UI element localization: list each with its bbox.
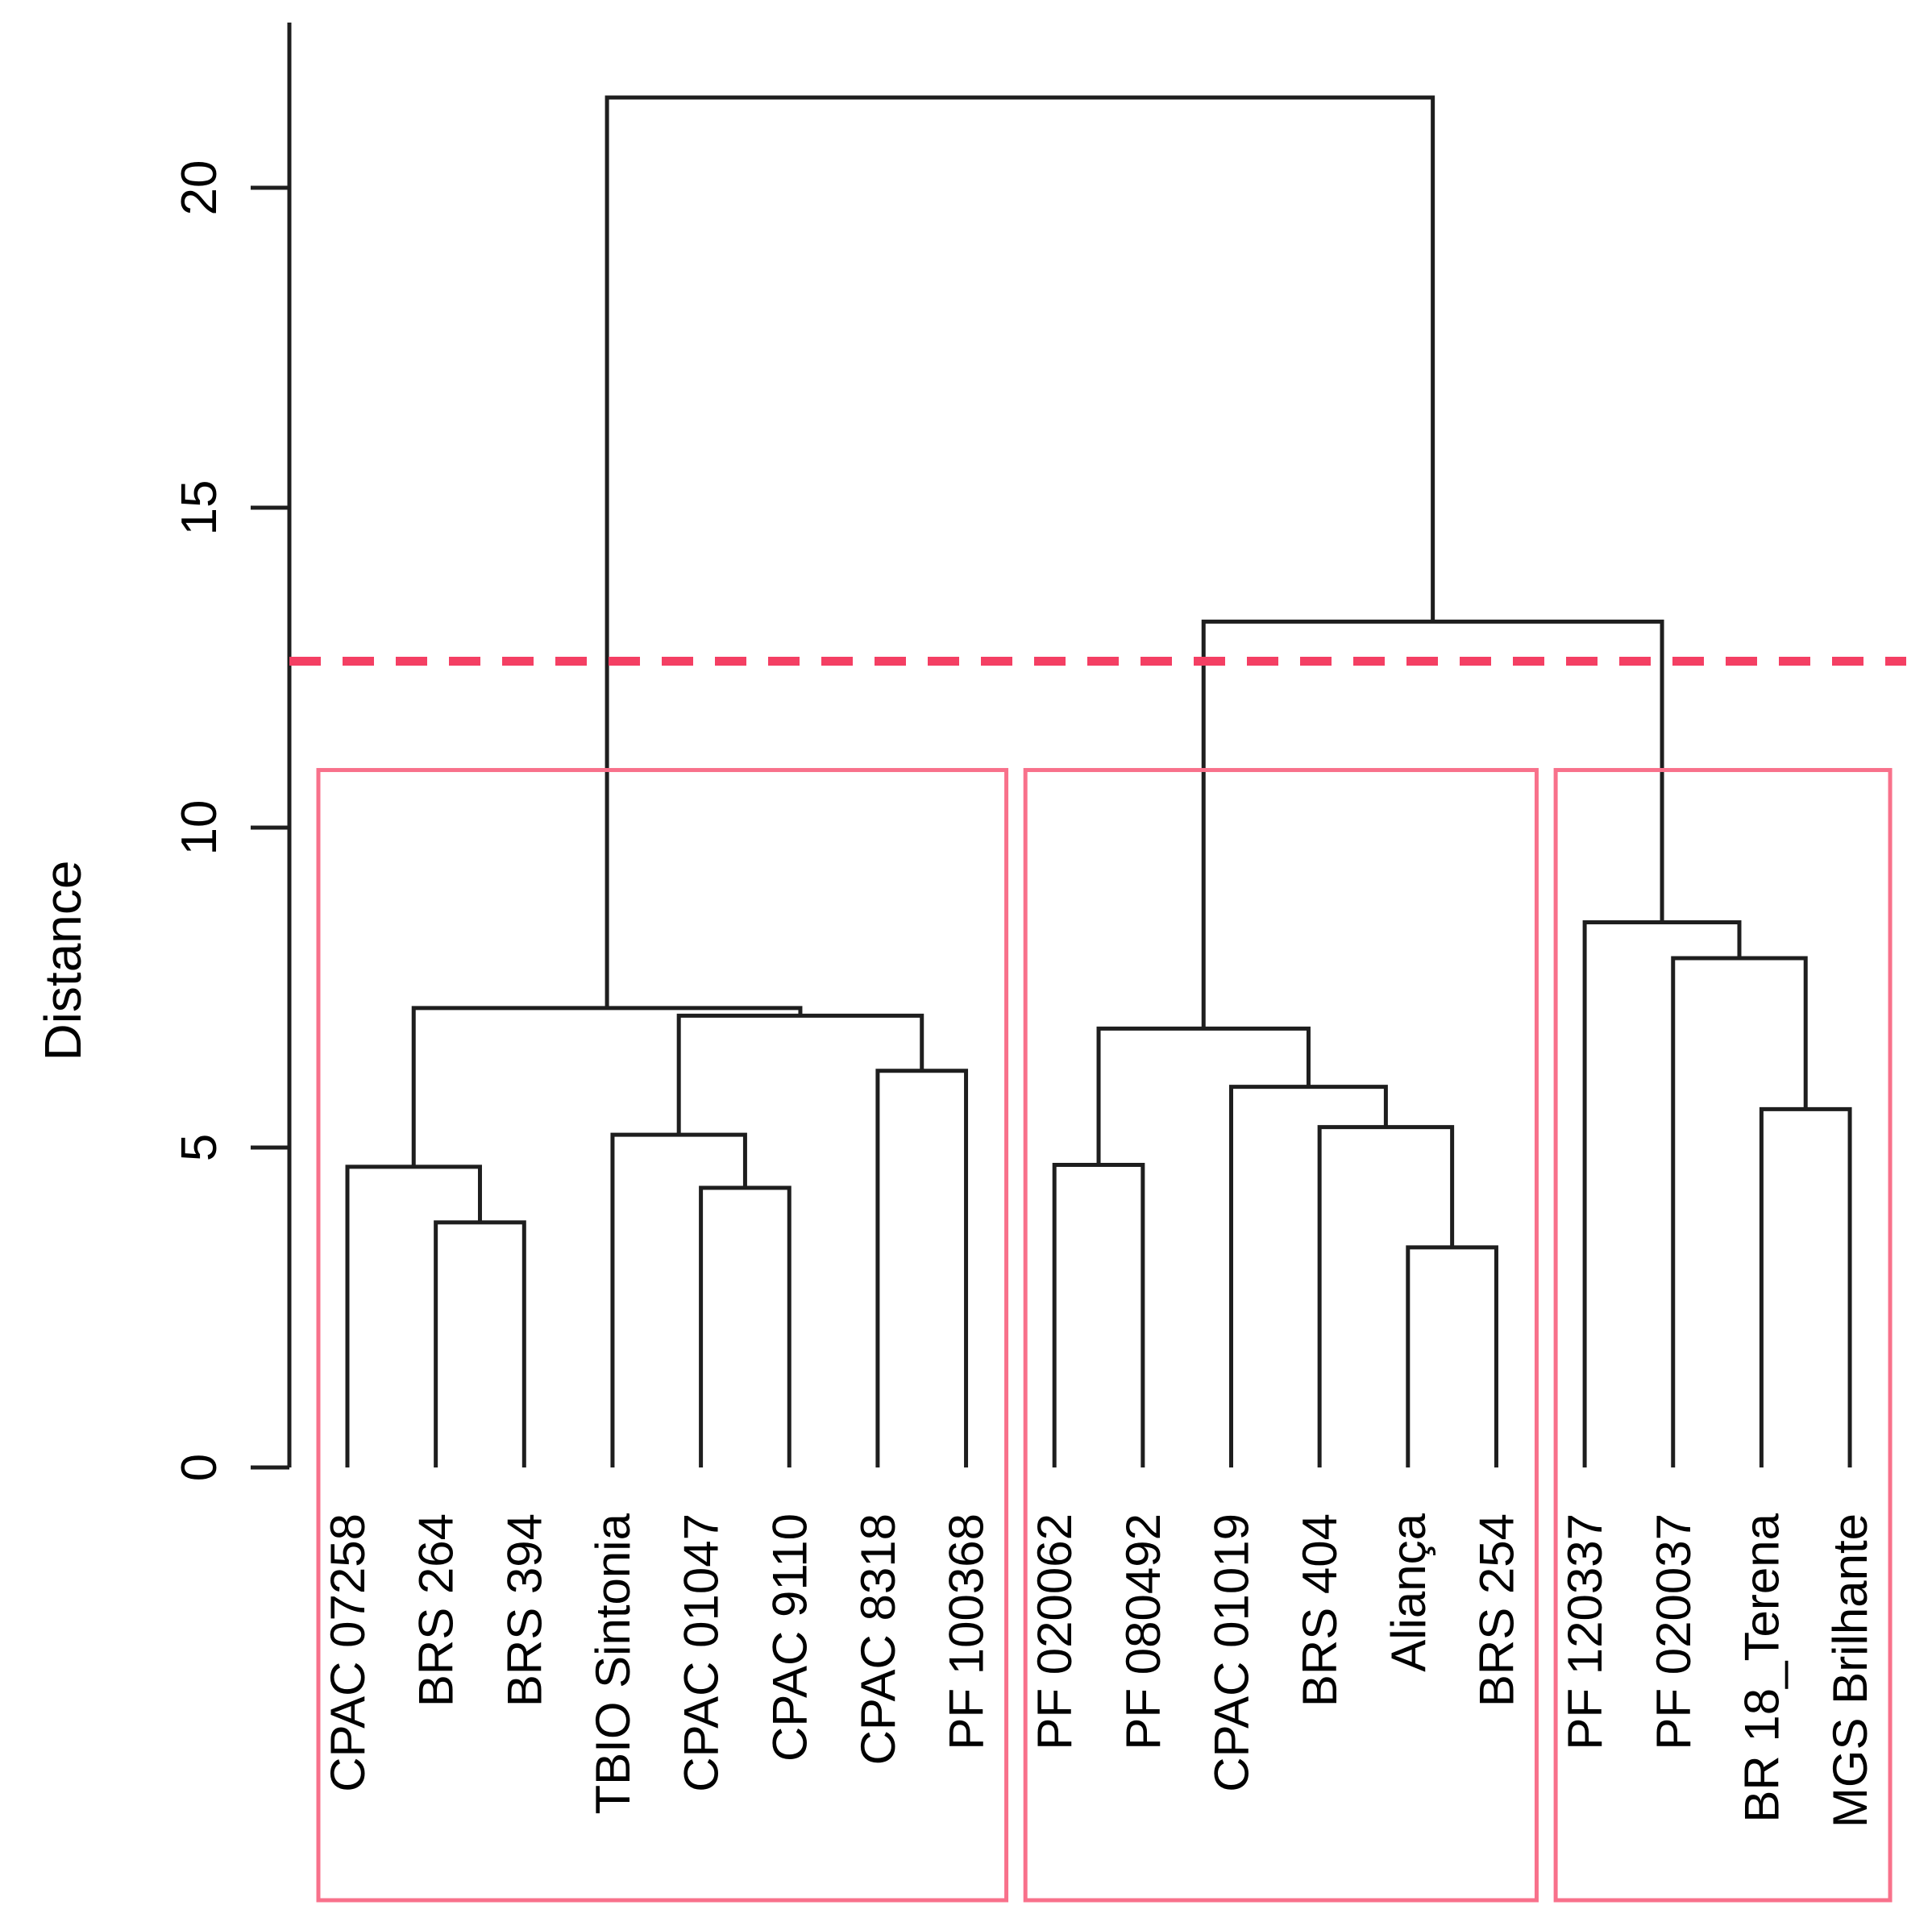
merge-link-e — [875, 1069, 969, 1467]
leaf-label: CPAC 01047 — [675, 1513, 729, 1792]
y-axis: 0 5 10 15 20 Distance — [34, 23, 292, 1481]
merge-link-r3 — [1582, 920, 1742, 1467]
leaf-label: BR 18_Terena — [1735, 1513, 1789, 1822]
leaf-label: CPAC 9110 — [762, 1513, 816, 1762]
cluster-3-box — [1553, 768, 1893, 1903]
cluster-2-box — [1023, 768, 1539, 1903]
y-tick-label: 20 — [172, 160, 227, 216]
merge-link-r2 — [1671, 956, 1808, 1467]
merge-link-root — [605, 95, 1435, 1008]
y-axis-title: Distance — [34, 861, 92, 1061]
leaf-label: BRS 394 — [497, 1513, 551, 1707]
dendrogram-links — [345, 95, 1852, 1467]
merge-link-f — [676, 1013, 924, 1135]
merge-link-m3 — [1317, 1125, 1455, 1467]
y-tick-label: 15 — [172, 480, 227, 536]
merge-link-g — [411, 1006, 803, 1167]
y-tick-label: 0 — [172, 1454, 227, 1481]
merge-link-c — [610, 1132, 747, 1467]
leaf-label: PF 080492 — [1116, 1513, 1170, 1750]
merge-link-m1 — [1052, 1162, 1145, 1467]
leaf-labels: CPAC 07258 BRS 264 BRS 394 TBIO Sintonia CPA… — [321, 1513, 1877, 1828]
leaf-label: CPAC 01019 — [1205, 1513, 1259, 1792]
leaf-label: MGS Brilhante — [1823, 1513, 1877, 1828]
merge-link-r1 — [1759, 1106, 1852, 1467]
leaf-label: CPAC 07258 — [321, 1513, 375, 1792]
leaf-label: BRS 254 — [1469, 1513, 1523, 1707]
leaf-label: BRS 404 — [1293, 1513, 1347, 1707]
leaf-label: CPAC 8318 — [851, 1513, 905, 1765]
merge-link-m2 — [1406, 1245, 1498, 1467]
leaf-label: PF 120337 — [1558, 1513, 1612, 1750]
leaf-label: TBIO Sintonia — [586, 1513, 640, 1814]
leaf-label: Aliança — [1381, 1513, 1435, 1671]
merge-link-a — [345, 1164, 482, 1467]
merge-link-m4 — [1229, 1085, 1388, 1467]
merge-link-d — [699, 1185, 791, 1467]
y-tick-label: 10 — [172, 800, 227, 856]
merge-link-b — [434, 1220, 526, 1467]
leaf-label: PF 100368 — [940, 1513, 994, 1750]
leaf-label: PF 020037 — [1647, 1513, 1701, 1750]
leaf-label: PF 020062 — [1028, 1513, 1082, 1750]
leaf-label: BRS 264 — [409, 1513, 463, 1707]
y-tick-label: 5 — [172, 1134, 227, 1161]
cluster-boxes — [316, 768, 1893, 1903]
merge-link-mr — [1201, 619, 1664, 1029]
cluster-1-box — [316, 768, 1009, 1903]
merge-link-m5 — [1096, 1026, 1311, 1165]
